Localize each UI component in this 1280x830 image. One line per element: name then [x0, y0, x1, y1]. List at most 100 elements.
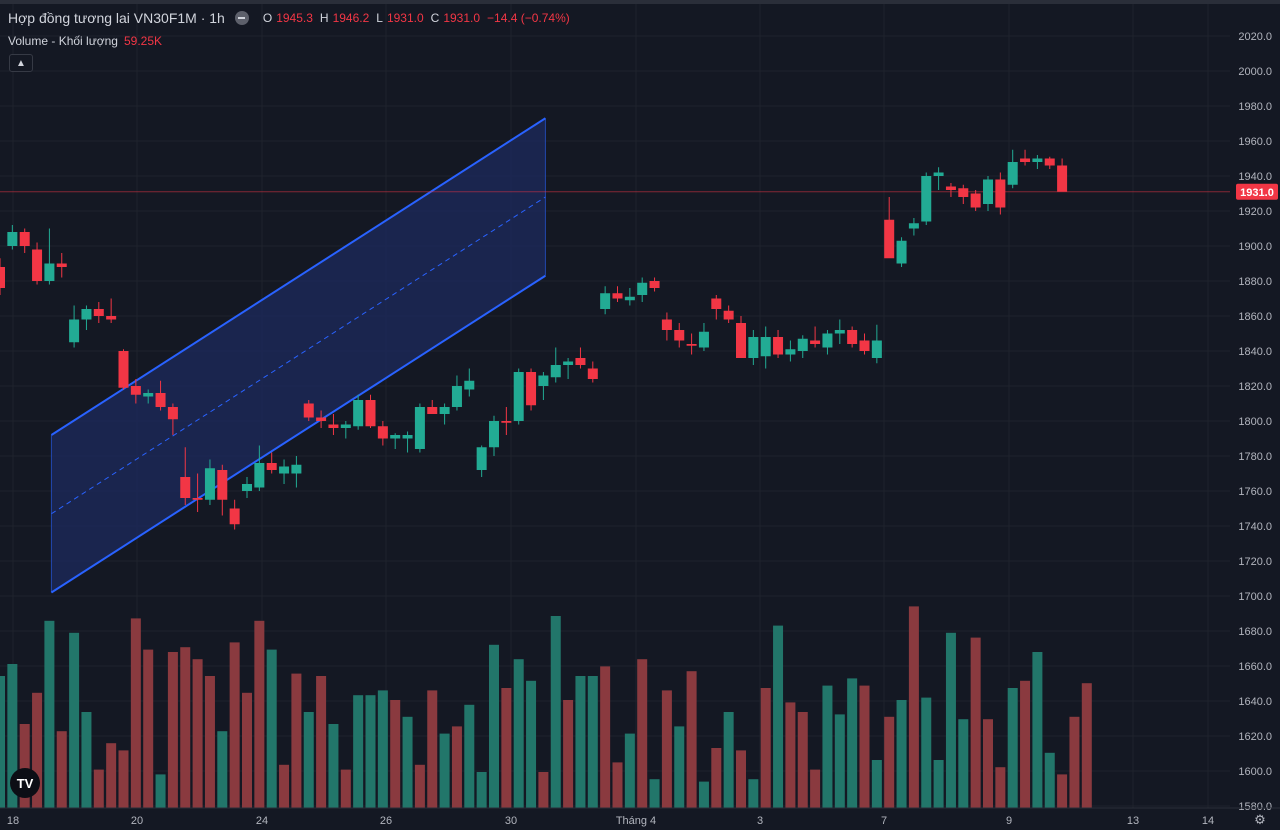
tradingview-logo[interactable]: TV: [10, 768, 40, 798]
volume-bar: [390, 700, 401, 808]
y-tick-label: 2000.0: [1238, 66, 1272, 78]
volume-bar: [464, 704, 475, 808]
candle-body: [884, 219, 895, 259]
y-tick-label: 1860.0: [1238, 311, 1272, 323]
volume-legend[interactable]: Volume - Khối lượng 59.25K: [8, 34, 162, 48]
y-tick-label: 1700.0: [1238, 591, 1272, 603]
candle-body: [624, 296, 635, 301]
symbol-title[interactable]: Hợp đồng tương lai VN30F1M · 1h: [8, 10, 225, 26]
candle-body: [563, 361, 574, 365]
chevron-up-icon[interactable]: ▲: [9, 54, 33, 72]
candle-body: [896, 240, 907, 264]
candle-body: [143, 393, 154, 397]
volume-bar: [859, 685, 870, 808]
candle-body: [254, 463, 265, 488]
candle-body: [538, 375, 549, 386]
volume-bar: [995, 767, 1006, 808]
open-key: O: [262, 11, 273, 25]
volume-bar: [118, 750, 129, 808]
candle-body: [921, 176, 932, 222]
x-tick-label: 20: [131, 815, 143, 827]
candle-body: [377, 426, 388, 439]
y-tick-label: 1960.0: [1238, 136, 1272, 148]
volume-bar: [217, 731, 228, 808]
candle-body: [266, 463, 277, 470]
candle-body: [983, 179, 993, 204]
volume-bar: [414, 764, 425, 808]
volume-bar: [970, 637, 981, 808]
volume-bar: [736, 750, 746, 808]
x-tick-label: 18: [7, 815, 19, 827]
candle-body: [365, 400, 376, 427]
volume-bar: [921, 697, 932, 808]
x-tick-label: 13: [1127, 815, 1139, 827]
low-key: L: [376, 11, 383, 25]
candle-body: [402, 435, 413, 439]
y-tick-label: 1720.0: [1238, 556, 1272, 568]
candle-body: [698, 331, 709, 348]
volume-bar: [637, 659, 648, 808]
x-tick-label: 3: [757, 815, 763, 827]
volume-bar: [501, 688, 512, 808]
volume-bar: [229, 642, 240, 808]
candle-body: [587, 368, 598, 379]
candle-body: [118, 351, 129, 388]
volume-bar: [600, 666, 611, 808]
volume-bar: [513, 659, 524, 808]
symbol-legend: Hợp đồng tương lai VN30F1M · 1h O 1945.3 …: [8, 10, 573, 26]
candle-body: [736, 323, 746, 358]
gear-icon[interactable]: ⚙: [1254, 812, 1266, 827]
candle-body: [612, 293, 623, 299]
volume-bar: [550, 616, 561, 808]
volume-bar: [451, 726, 462, 808]
candle-body: [773, 337, 784, 355]
candle-body: [427, 407, 438, 414]
candle-body: [686, 344, 697, 346]
volume-bar: [649, 779, 660, 808]
volume-bar: [340, 769, 351, 808]
candle-body: [155, 393, 166, 407]
candle-body: [106, 316, 117, 320]
volume-bar: [81, 712, 92, 808]
time-axis: [0, 808, 1232, 830]
volume-bar: [439, 733, 450, 808]
volume-bar: [896, 700, 907, 808]
high-key: H: [319, 11, 329, 25]
volume-bar: [797, 712, 808, 808]
volume-bar: [711, 748, 722, 808]
channel-fill: [51, 118, 546, 593]
volume-bar: [204, 676, 215, 808]
candle-body: [464, 380, 475, 390]
last-price-label: 1931.0: [1240, 187, 1274, 199]
volume-bar: [563, 700, 574, 808]
candle-body: [513, 372, 524, 421]
volume-bar: [661, 690, 672, 808]
volume-bar: [983, 719, 993, 808]
candle-body: [229, 508, 240, 525]
volume-bar: [698, 781, 709, 808]
volume-bar: [254, 620, 265, 808]
candle-body: [19, 232, 30, 246]
volume-bar: [884, 716, 895, 808]
candle-body: [1020, 158, 1031, 162]
volume-bar: [958, 719, 969, 808]
candle-body: [501, 421, 512, 423]
candle-body: [822, 333, 833, 348]
candle-body: [489, 421, 499, 448]
open-value: 1945.3: [276, 11, 313, 25]
candle-body: [0, 267, 5, 288]
candle-body: [526, 372, 537, 406]
close-key: C: [430, 11, 440, 25]
candle-body: [476, 447, 487, 470]
y-tick-label: 1820.0: [1238, 381, 1272, 393]
candle-body: [81, 309, 92, 320]
candle-body: [995, 179, 1006, 208]
candle-body: [859, 340, 870, 351]
y-tick-label: 1600.0: [1238, 766, 1272, 778]
minus-circle-icon[interactable]: [234, 11, 249, 25]
candle-body: [414, 407, 425, 449]
candle-body: [661, 319, 672, 330]
y-tick-label: 1880.0: [1238, 276, 1272, 288]
change-value: −14.4 (−0.74%): [487, 11, 570, 25]
